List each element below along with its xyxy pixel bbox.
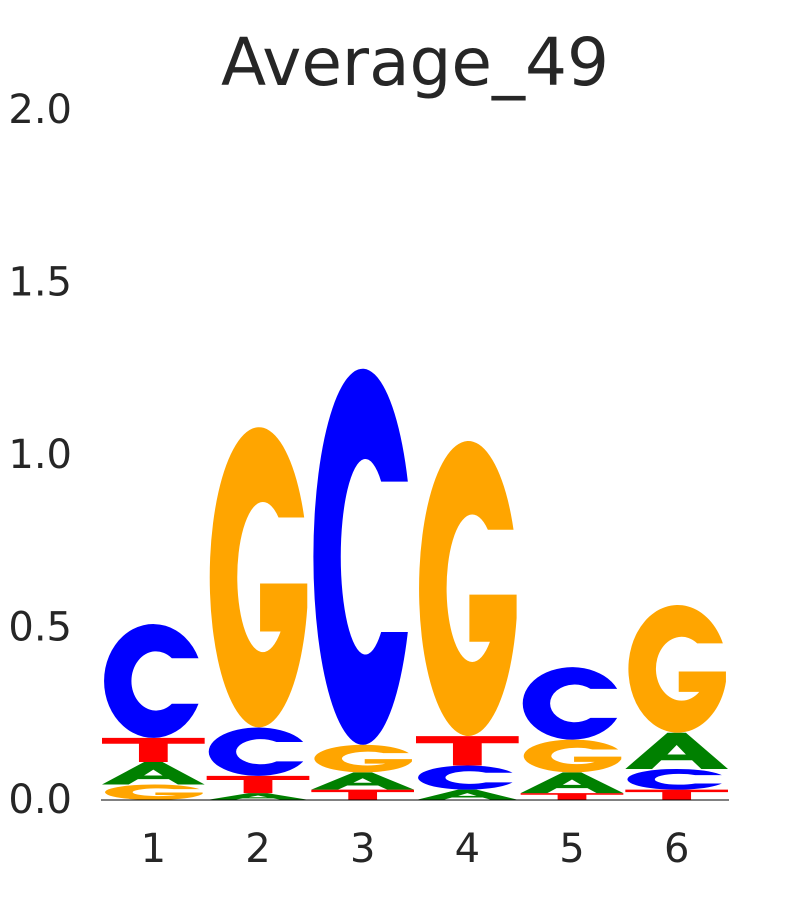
x-tick-label: 1 xyxy=(141,826,166,872)
logo-letter-a xyxy=(311,772,414,790)
logo-letter-g xyxy=(523,739,622,773)
y-tick-label: 1.5 xyxy=(8,260,72,306)
logo-letter-a xyxy=(520,772,624,794)
logo-letter-g xyxy=(419,441,517,736)
logo-stacks xyxy=(102,368,728,800)
logo-letter-t xyxy=(416,736,519,766)
logo-letter-t xyxy=(206,775,310,794)
logo-letter-t xyxy=(625,789,728,800)
x-tick-label: 5 xyxy=(559,826,584,872)
logo-letter-t xyxy=(520,793,624,800)
x-tick-label: 6 xyxy=(664,826,689,872)
x-axis: 1 2 3 4 5 6 xyxy=(141,826,690,872)
y-tick-label: 0.5 xyxy=(8,605,72,651)
logo-letter-g xyxy=(105,784,203,800)
logo-letter-a xyxy=(102,762,205,785)
y-axis: 0.0 0.5 1.0 1.5 2.0 xyxy=(8,87,72,823)
chart-title: Average_49 xyxy=(221,24,609,101)
logo-letter-a xyxy=(416,789,519,800)
logo-letter-c xyxy=(627,768,722,790)
y-tick-label: 0.0 xyxy=(8,777,72,823)
logo-letter-g xyxy=(209,427,308,728)
logo-letter-t xyxy=(102,737,205,763)
logo-letter-g xyxy=(628,604,726,733)
x-tick-label: 3 xyxy=(350,826,375,872)
logo-letter-c xyxy=(208,727,304,776)
y-tick-label: 2.0 xyxy=(8,87,72,133)
logo-letter-t xyxy=(311,789,414,800)
logo-letter-c xyxy=(418,765,513,790)
logo-letter-c xyxy=(104,624,199,738)
logo-letter-a xyxy=(206,793,310,800)
logo-letter-c xyxy=(522,667,618,740)
x-tick-label: 2 xyxy=(245,826,270,872)
x-tick-label: 4 xyxy=(455,826,480,872)
logo-letter-g xyxy=(314,744,412,773)
y-tick-label: 1.0 xyxy=(8,432,72,478)
logo-letter-c xyxy=(313,368,408,745)
logo-letter-a xyxy=(625,732,728,769)
